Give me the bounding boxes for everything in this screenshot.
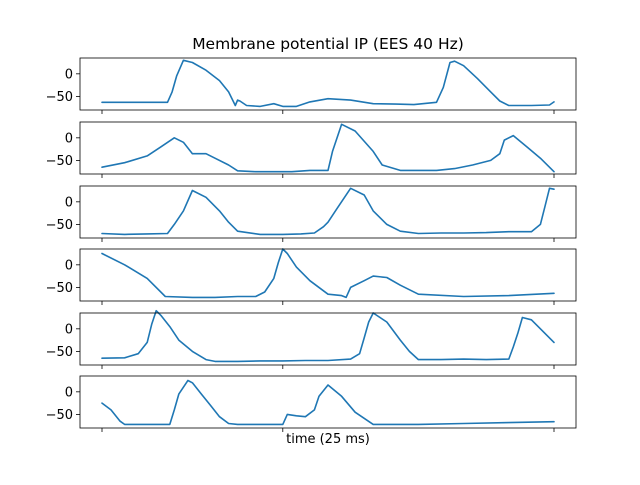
panel-1-series-line — [101, 59, 555, 108]
panel-6-frame — [79, 375, 577, 429]
y-tick-label: −50 — [46, 345, 73, 360]
y-tick-label: −50 — [46, 218, 73, 233]
y-tick-label: −50 — [46, 154, 73, 169]
y-tick-label: 0 — [65, 322, 73, 337]
panel-4-series-line — [101, 248, 555, 299]
chart-title: Membrane potential IP (EES 40 Hz) — [192, 35, 464, 53]
panel-1-frame — [79, 57, 577, 111]
panel-3-frame — [79, 185, 577, 239]
panel-5: 0 −50 — [46, 309, 577, 369]
y-tick-label: −50 — [46, 281, 73, 296]
y-tick-label: −50 — [46, 408, 73, 423]
y-tick-label: −50 — [46, 90, 73, 105]
panel-2: 0 −50 — [46, 121, 577, 178]
y-tick-label: 0 — [65, 67, 73, 82]
y-tick-label: 0 — [65, 131, 73, 146]
panel-3: 0 −50 — [46, 185, 577, 242]
x-axis-label: time (25 ms) — [286, 432, 370, 447]
panel-1: 0 −50 — [46, 57, 577, 114]
panel-3-series-line — [101, 187, 555, 236]
panel-6: 0 −50 — [46, 375, 577, 432]
panels-group: 0 −50 0 −50 0 −50 0 −50 0 −50 0 −50 — [46, 57, 577, 432]
panel-5-frame — [79, 312, 577, 366]
panel-2-series-line — [101, 123, 555, 173]
panel-2-frame — [79, 121, 577, 175]
panel-5-series-line — [101, 309, 555, 363]
panel-4-frame — [79, 248, 577, 302]
panel-6-series-line — [101, 379, 555, 426]
y-tick-label: 0 — [65, 385, 73, 400]
y-tick-label: 0 — [65, 195, 73, 210]
panel-4: 0 −50 — [46, 248, 577, 305]
y-tick-label: 0 — [65, 258, 73, 273]
